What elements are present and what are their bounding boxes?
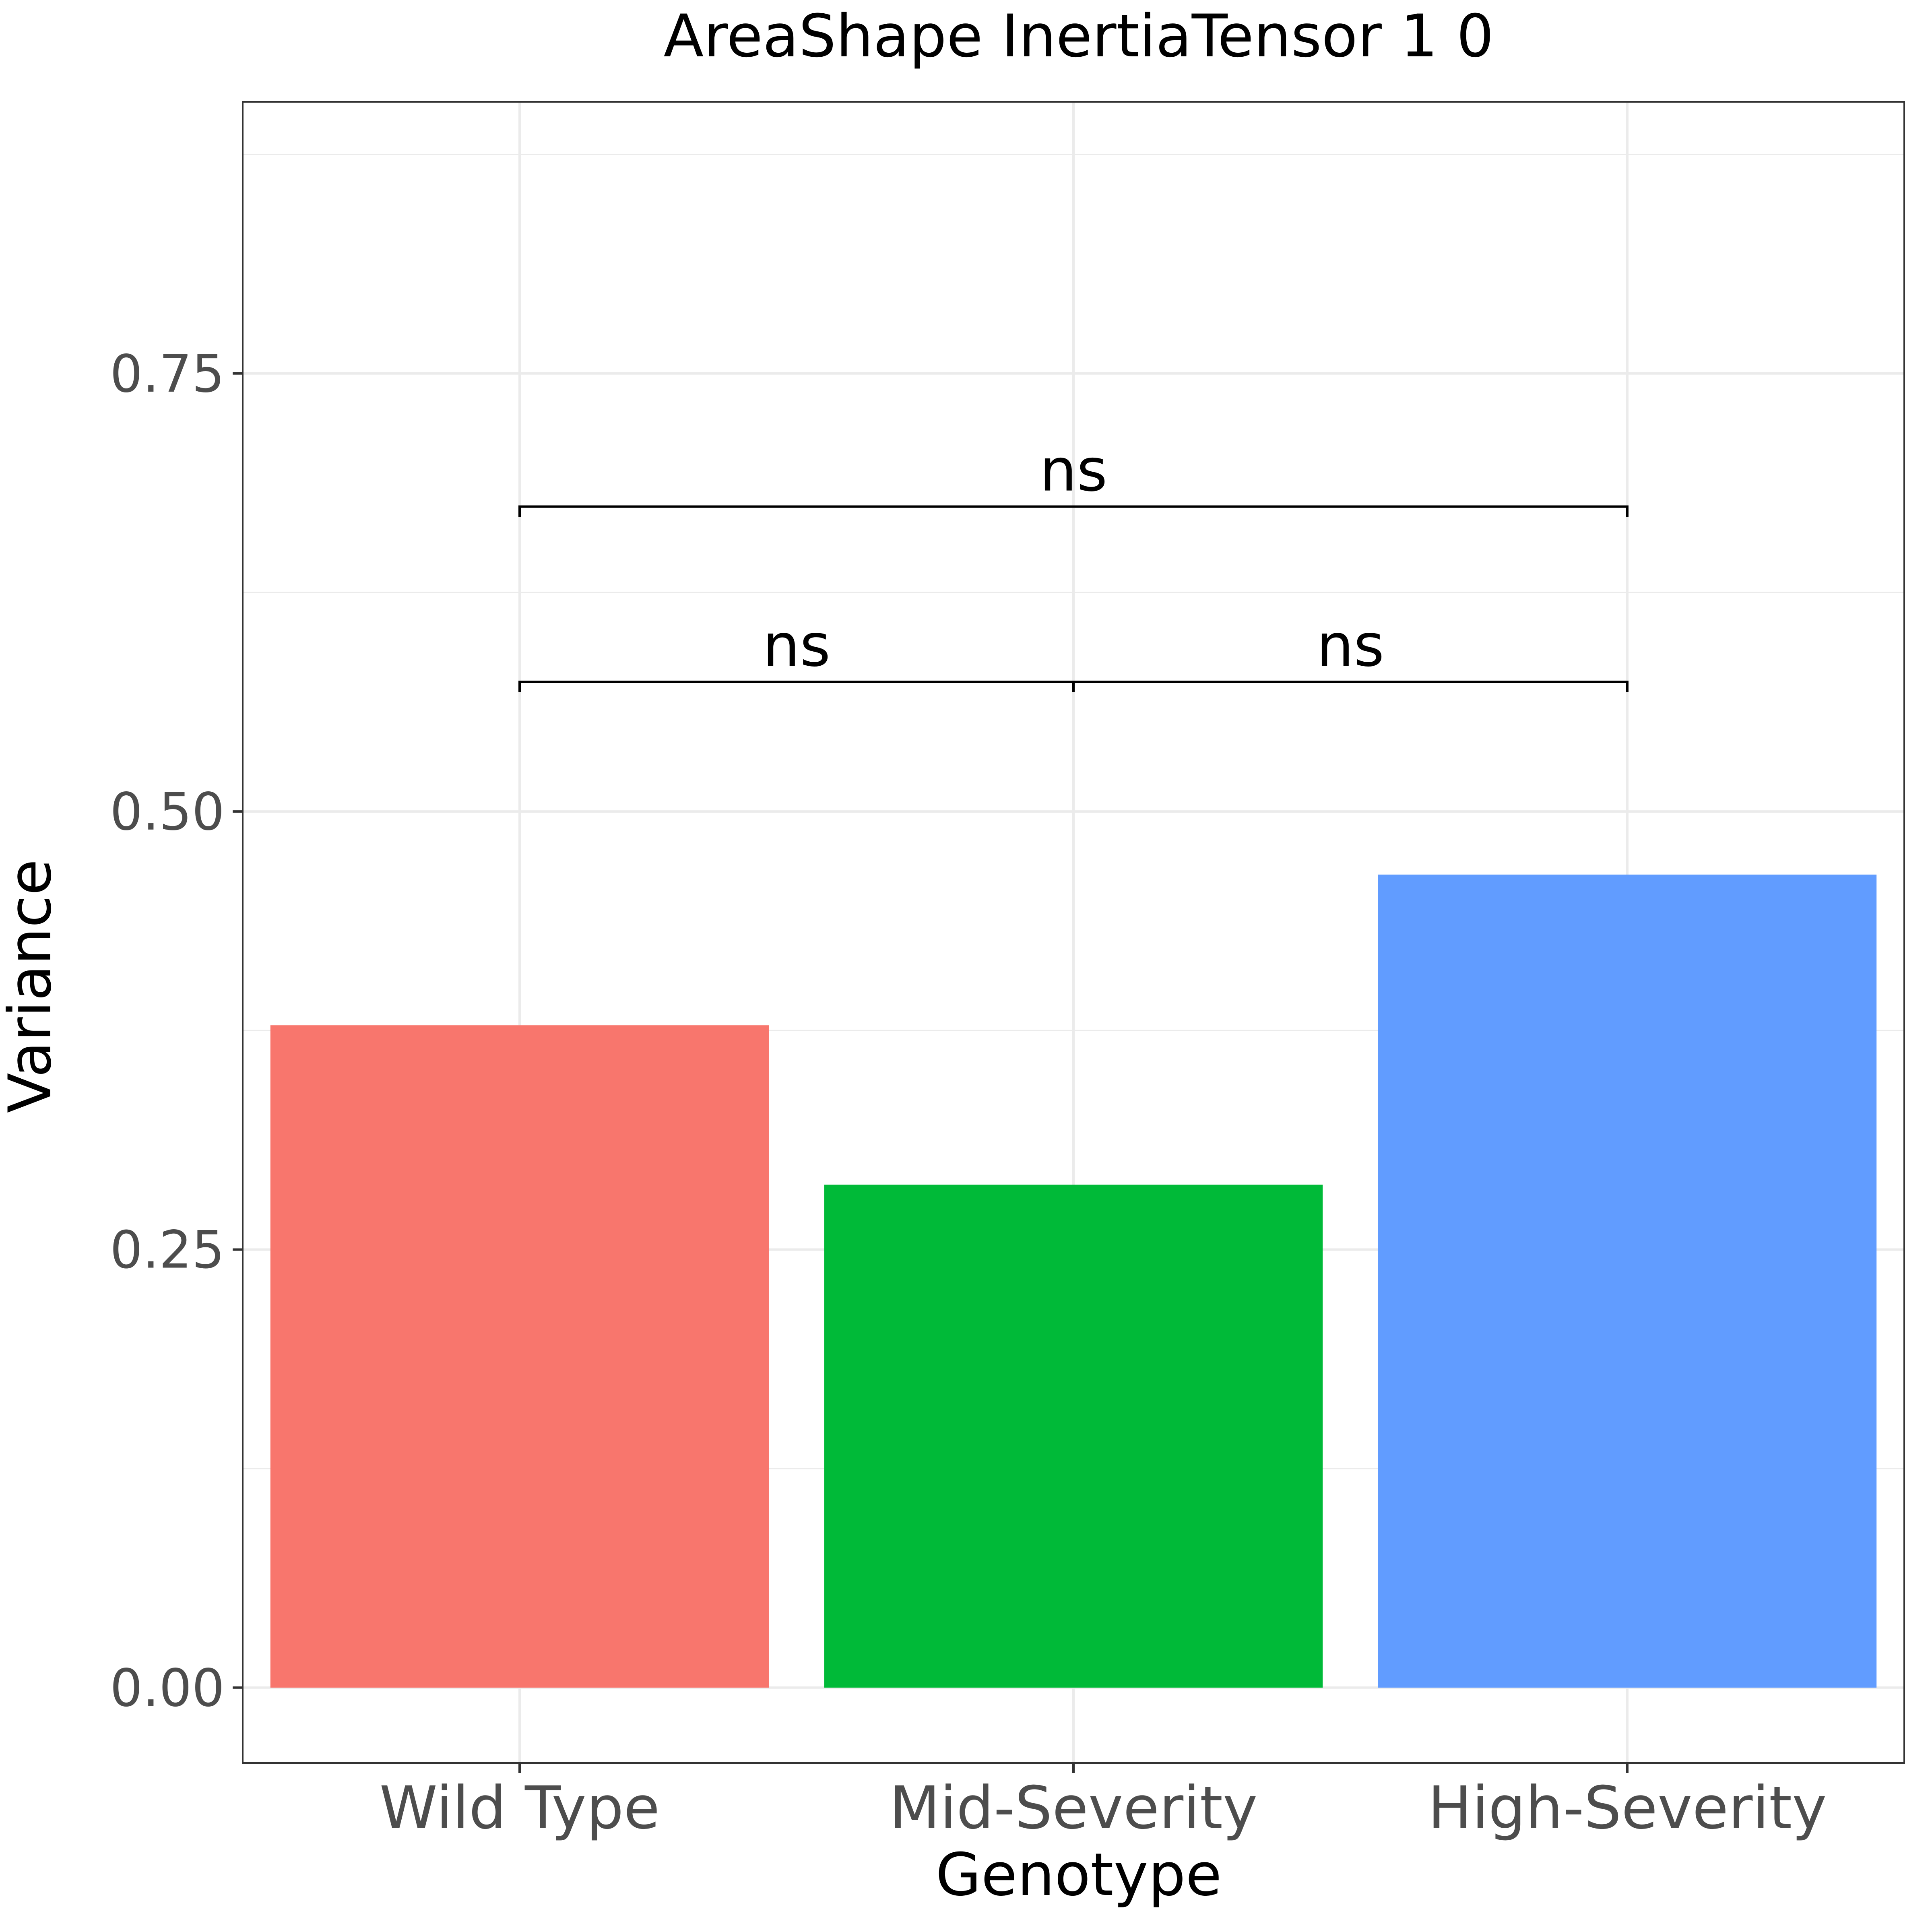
x-tick-label: Wild Type: [380, 1774, 660, 1842]
y-tick-label: 0.50: [110, 782, 225, 842]
significance-bracket: [518, 505, 1629, 517]
y-axis-title: Variance: [0, 859, 64, 1113]
x-tick-label: Mid-Severity: [890, 1774, 1258, 1842]
y-tick-label: 0.75: [110, 344, 225, 404]
significance-label: ns: [1040, 436, 1108, 505]
significance-label: ns: [763, 611, 831, 680]
annotation-layer: ns ns ns: [518, 436, 1629, 692]
chart-title: AreaShape InertiaTensor 1 0: [663, 2, 1494, 70]
bar-high-severity: [1378, 874, 1877, 1688]
x-axis-title: Genotype: [936, 1841, 1222, 1909]
bar-wild-type: [270, 1025, 769, 1688]
significance-label: ns: [1317, 611, 1385, 680]
y-tick-label: 0.00: [110, 1658, 225, 1718]
bar-mid-severity: [824, 1185, 1323, 1688]
bar-layer: [270, 874, 1877, 1688]
axis-layer: 0.00 0.25 0.50 0.75 Wild Type Mid-Severity Hig…: [110, 344, 1827, 1842]
y-tick-label: 0.25: [110, 1220, 225, 1280]
significance-bracket: [1072, 680, 1629, 692]
x-tick-label: High-Severity: [1428, 1774, 1827, 1842]
